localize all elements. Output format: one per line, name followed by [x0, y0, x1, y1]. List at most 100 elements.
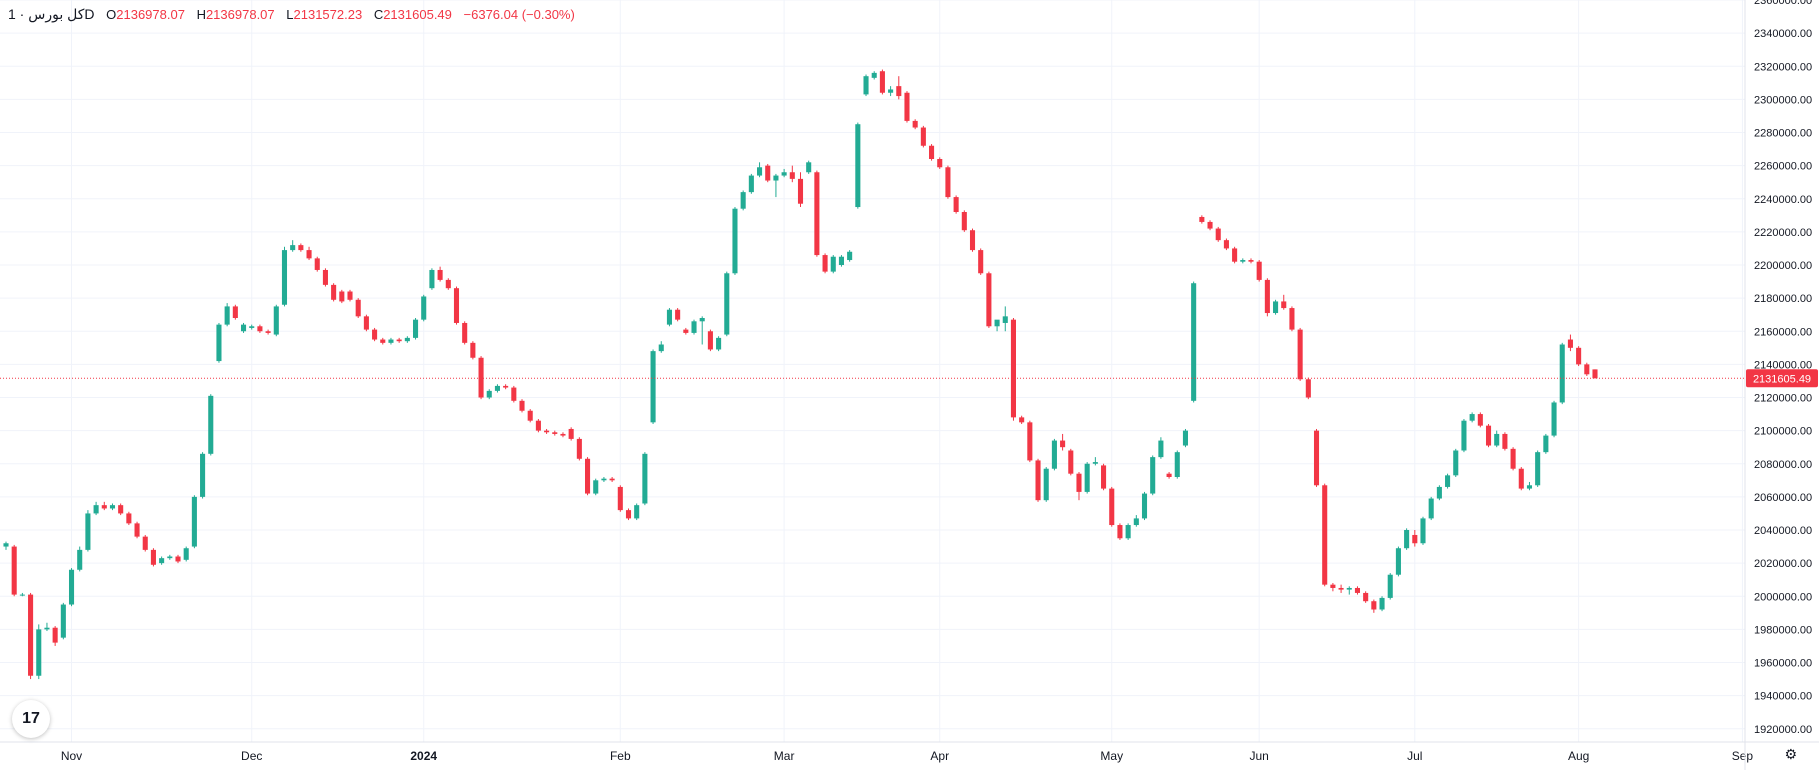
candle-body: [527, 410, 533, 421]
y-tick-label: 1980000.00: [1754, 624, 1812, 636]
candle-body: [748, 175, 754, 193]
candle-body: [1076, 473, 1082, 492]
candle-body: [1232, 248, 1238, 262]
candle-body: [339, 291, 345, 302]
settings-glyph: ⚙: [1784, 746, 1797, 762]
candle-body: [445, 279, 451, 289]
candle-body: [372, 329, 378, 340]
y-tick-label: 2160000.00: [1754, 326, 1812, 338]
y-tick-label: 2280000.00: [1754, 128, 1812, 140]
candle-body: [765, 165, 771, 181]
candle-body: [1338, 587, 1344, 590]
x-tick-label: Feb: [610, 749, 631, 763]
candle-body: [1191, 283, 1197, 401]
candle-body: [724, 273, 730, 335]
candle-body: [994, 319, 1000, 327]
candle-body: [1133, 518, 1139, 526]
candle-body: [44, 627, 50, 630]
candle-body: [306, 250, 312, 259]
candle-body: [535, 420, 541, 431]
candle-body: [93, 505, 99, 514]
candle-body: [60, 604, 66, 638]
candle-body: [503, 385, 509, 388]
candle-body: [1371, 601, 1377, 610]
candle-body: [740, 192, 746, 209]
candle-body: [1264, 279, 1270, 314]
high-key: H: [196, 7, 206, 22]
y-tick-label: 2000000.00: [1754, 591, 1812, 603]
candle-body: [412, 319, 419, 338]
x-tick-label: Aug: [1568, 749, 1589, 763]
candle-body: [1387, 574, 1393, 598]
x-tick-label: Jun: [1250, 749, 1269, 763]
candle-body: [585, 458, 591, 494]
candle-body: [953, 197, 959, 212]
candle-body: [1404, 530, 1410, 549]
candle-body: [1101, 465, 1107, 489]
candle-body: [896, 86, 902, 97]
candle-body: [1567, 339, 1573, 348]
close-value: 2131605.49: [383, 7, 452, 22]
candle-body: [1002, 316, 1008, 323]
candle-body: [462, 322, 468, 343]
candle-body: [216, 324, 222, 362]
candle-body: [494, 385, 500, 391]
candle-body: [150, 549, 156, 565]
candle-body: [249, 326, 255, 328]
candle-body: [511, 387, 517, 401]
candle-body: [847, 251, 853, 261]
candle-body: [437, 269, 443, 280]
candle-body: [609, 478, 615, 481]
candle-body: [273, 306, 279, 335]
candle-body: [666, 309, 672, 325]
candle-body: [1010, 319, 1016, 418]
candle-body: [240, 324, 247, 332]
x-tick-label: Nov: [61, 749, 82, 763]
candle-body: [1576, 347, 1582, 365]
candle-body: [19, 594, 25, 596]
symbol-label: کل بورس · 1D: [8, 6, 95, 22]
candle-body: [1150, 457, 1156, 494]
y-tick-label: 2100000.00: [1754, 426, 1812, 438]
candle-body: [1027, 422, 1033, 461]
candle-body: [658, 344, 664, 352]
candle-body: [1051, 440, 1057, 469]
high-value: 2136978.07: [205, 7, 275, 22]
candle-body: [290, 245, 296, 251]
candle-body: [1305, 379, 1311, 398]
candle-body: [560, 433, 566, 436]
candle-body: [519, 400, 525, 411]
gear-icon[interactable]: ⚙: [1784, 746, 1797, 763]
candle-body: [1158, 440, 1164, 458]
candle-body: [1060, 440, 1066, 448]
candle-body: [945, 167, 951, 198]
candle-body: [142, 536, 148, 550]
candle-body: [822, 255, 828, 272]
y-tick-label: 2340000.00: [1754, 28, 1812, 40]
candle-body: [871, 72, 877, 78]
close-key: C: [373, 7, 384, 22]
candle-body: [470, 342, 476, 358]
candle-body: [1461, 420, 1467, 451]
y-tick-label: 2120000.00: [1754, 393, 1812, 405]
y-tick-label: 2060000.00: [1754, 492, 1812, 504]
candle-body: [1281, 301, 1287, 309]
candle-body: [1330, 584, 1336, 588]
candle-body: [77, 549, 83, 570]
candle-body: [879, 71, 885, 93]
candle-body: [265, 331, 271, 333]
candle-body: [314, 258, 320, 270]
candle-body: [1363, 592, 1369, 602]
candle-body: [617, 486, 623, 511]
tradingview-logo-icon[interactable]: 17: [12, 700, 50, 738]
candle-body: [85, 513, 91, 550]
candle-body: [1166, 473, 1172, 477]
y-tick-label: 2260000.00: [1754, 161, 1812, 173]
candle-body: [757, 167, 763, 176]
y-tick-label: 2200000.00: [1754, 260, 1812, 272]
candle-body: [699, 318, 705, 322]
candle-body: [200, 453, 206, 497]
candle-body: [453, 288, 460, 323]
